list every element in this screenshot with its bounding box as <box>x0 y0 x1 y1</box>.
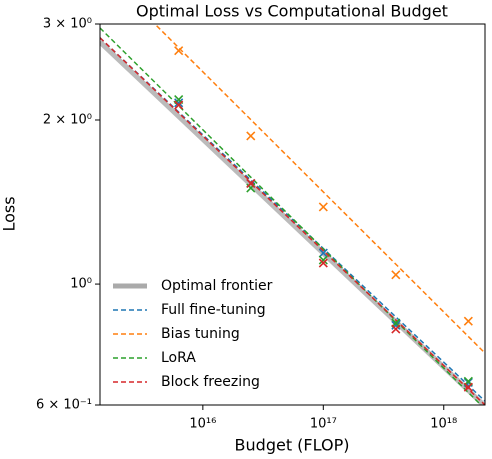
fit-line <box>100 37 485 405</box>
y-tick-label: 2 × 10⁰ <box>43 112 92 127</box>
chart-title: Optimal Loss vs Computational Budget <box>136 2 448 21</box>
x-tick-label: 10¹⁶ <box>189 417 216 432</box>
legend-label: LoRA <box>161 350 196 366</box>
point <box>318 202 328 212</box>
point <box>463 316 473 326</box>
point <box>174 98 184 108</box>
x-axis-label: Budget (FLOP) <box>235 436 350 455</box>
fit-line <box>153 24 485 354</box>
axes-frame <box>99 23 486 406</box>
x-tick-label: 10¹⁷ <box>310 417 337 432</box>
plot-area <box>100 24 485 405</box>
point <box>246 131 256 141</box>
point <box>318 255 328 265</box>
legend-label: Block freezing <box>161 374 260 390</box>
x-tick-label: 10¹⁸ <box>430 417 457 432</box>
legend-label: Optimal frontier <box>161 278 273 294</box>
y-tick-label: 3 × 10⁰ <box>43 17 92 32</box>
legend-label: Full fine-tuning <box>161 302 266 318</box>
point <box>174 100 184 110</box>
point <box>391 320 401 330</box>
point <box>463 382 473 392</box>
point <box>246 178 256 188</box>
fit-line <box>100 37 485 402</box>
fit-line <box>100 27 483 405</box>
y-tick-label: 6 × 10⁻¹ <box>36 398 92 413</box>
legend-label: Bias tuning <box>161 326 240 342</box>
y-axis-label: Loss <box>0 196 19 231</box>
y-tick-label: 10⁰ <box>70 277 92 292</box>
point <box>318 258 328 268</box>
point <box>318 248 328 258</box>
point <box>174 46 184 56</box>
point <box>391 324 401 334</box>
point <box>391 270 401 280</box>
